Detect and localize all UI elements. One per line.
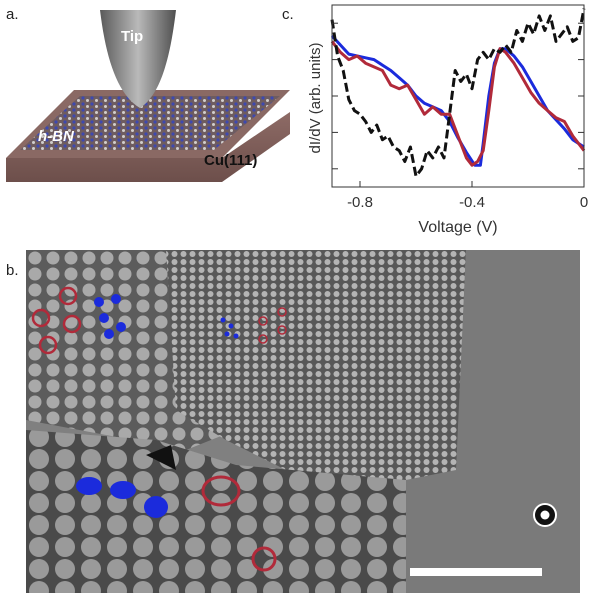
domain-bottom-moire [26, 430, 406, 593]
hbn-label: h-BN [38, 128, 74, 145]
marker-red [201, 475, 241, 507]
plot-frame [331, 4, 585, 188]
marker-red [31, 308, 51, 328]
x-tick-label: -0.8 [347, 194, 373, 211]
marker-blue [116, 322, 126, 332]
marker-blue [228, 323, 234, 329]
panel-label-b: b. [6, 262, 19, 279]
series-line-0 [330, 34, 585, 167]
step-edge [146, 445, 176, 470]
stm-image [26, 250, 580, 593]
panel-label-c: c. [282, 6, 294, 23]
marker-blue [104, 329, 114, 339]
panel-label-a: a. [6, 6, 19, 23]
marker-red [258, 334, 268, 344]
marker-blue [220, 317, 226, 323]
x-tick-label: -0.4 [459, 194, 485, 211]
marker-red [258, 316, 268, 326]
scale-bar [410, 568, 542, 576]
marker-red [251, 546, 277, 572]
series-line-2 [330, 8, 586, 178]
marker-blue [110, 481, 136, 499]
substrate-side [6, 112, 290, 182]
y-axis-label: dI/dV (arb. units) [307, 43, 324, 154]
didv-chart: -0.8 -0.4 0 dI/dV (arb. units) Voltage (V) [307, 4, 588, 236]
marker-red [38, 335, 58, 355]
y-ticks [332, 22, 584, 170]
marker-blue [233, 333, 239, 339]
marker-blue [144, 496, 168, 518]
marker-blue [99, 313, 109, 323]
marker-red [277, 307, 287, 317]
marker-blue [94, 297, 104, 307]
hbn-lattice [20, 96, 280, 150]
marker-red [58, 286, 78, 306]
series-line-1 [330, 40, 586, 167]
marker-red [62, 314, 82, 334]
x-tick-label: 0 [580, 194, 588, 211]
domain-small-moire [166, 250, 466, 485]
stm-tip [100, 10, 176, 108]
marker-blue [76, 477, 102, 495]
tip-label: Tip [121, 28, 144, 45]
x-ticks: -0.8 -0.4 0 [347, 181, 588, 211]
substrate-label: Cu(111) [204, 152, 258, 169]
schematic-figure [6, 10, 290, 182]
marker-blue [111, 294, 121, 304]
x-axis-label: Voltage (V) [418, 219, 497, 236]
marker-red [277, 325, 287, 335]
marker-blue [224, 331, 230, 337]
